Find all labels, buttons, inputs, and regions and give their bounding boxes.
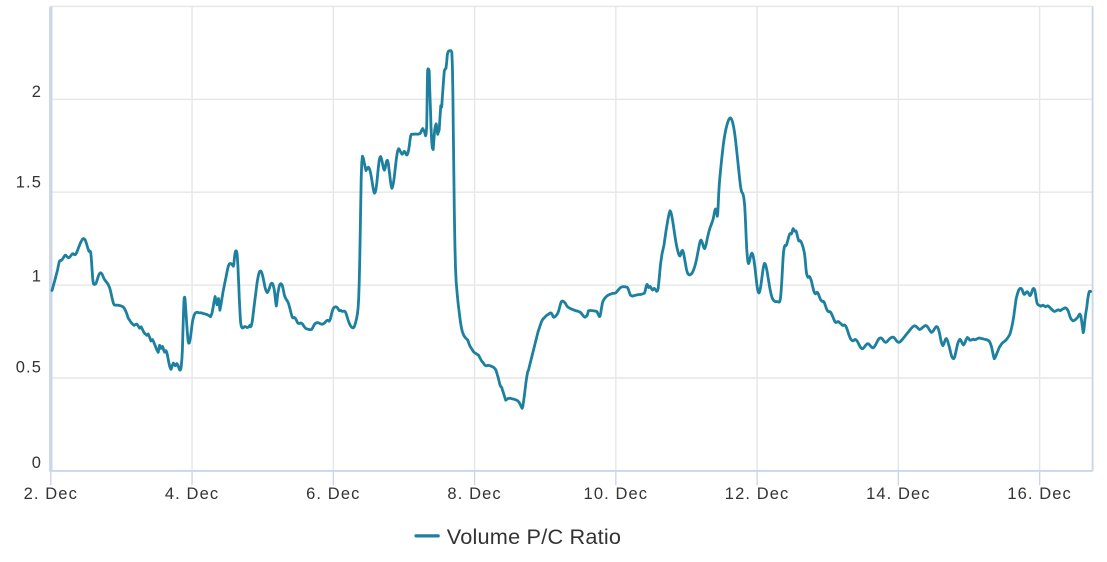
svg-text:4. Dec: 4. Dec: [165, 485, 219, 503]
svg-text:0.5: 0.5: [16, 359, 42, 377]
svg-text:6. Dec: 6. Dec: [306, 485, 360, 503]
svg-text:2: 2: [32, 83, 42, 101]
svg-text:16. Dec: 16. Dec: [1007, 485, 1072, 503]
svg-text:10. Dec: 10. Dec: [584, 485, 649, 503]
svg-text:Volume P/C Ratio: Volume P/C Ratio: [447, 524, 621, 549]
svg-text:14. Dec: 14. Dec: [866, 485, 931, 503]
svg-text:12. Dec: 12. Dec: [725, 485, 790, 503]
svg-text:0: 0: [32, 454, 42, 472]
svg-text:1: 1: [32, 267, 42, 285]
svg-text:8. Dec: 8. Dec: [447, 485, 501, 503]
svg-text:2. Dec: 2. Dec: [24, 485, 78, 503]
svg-text:1.5: 1.5: [16, 173, 42, 191]
